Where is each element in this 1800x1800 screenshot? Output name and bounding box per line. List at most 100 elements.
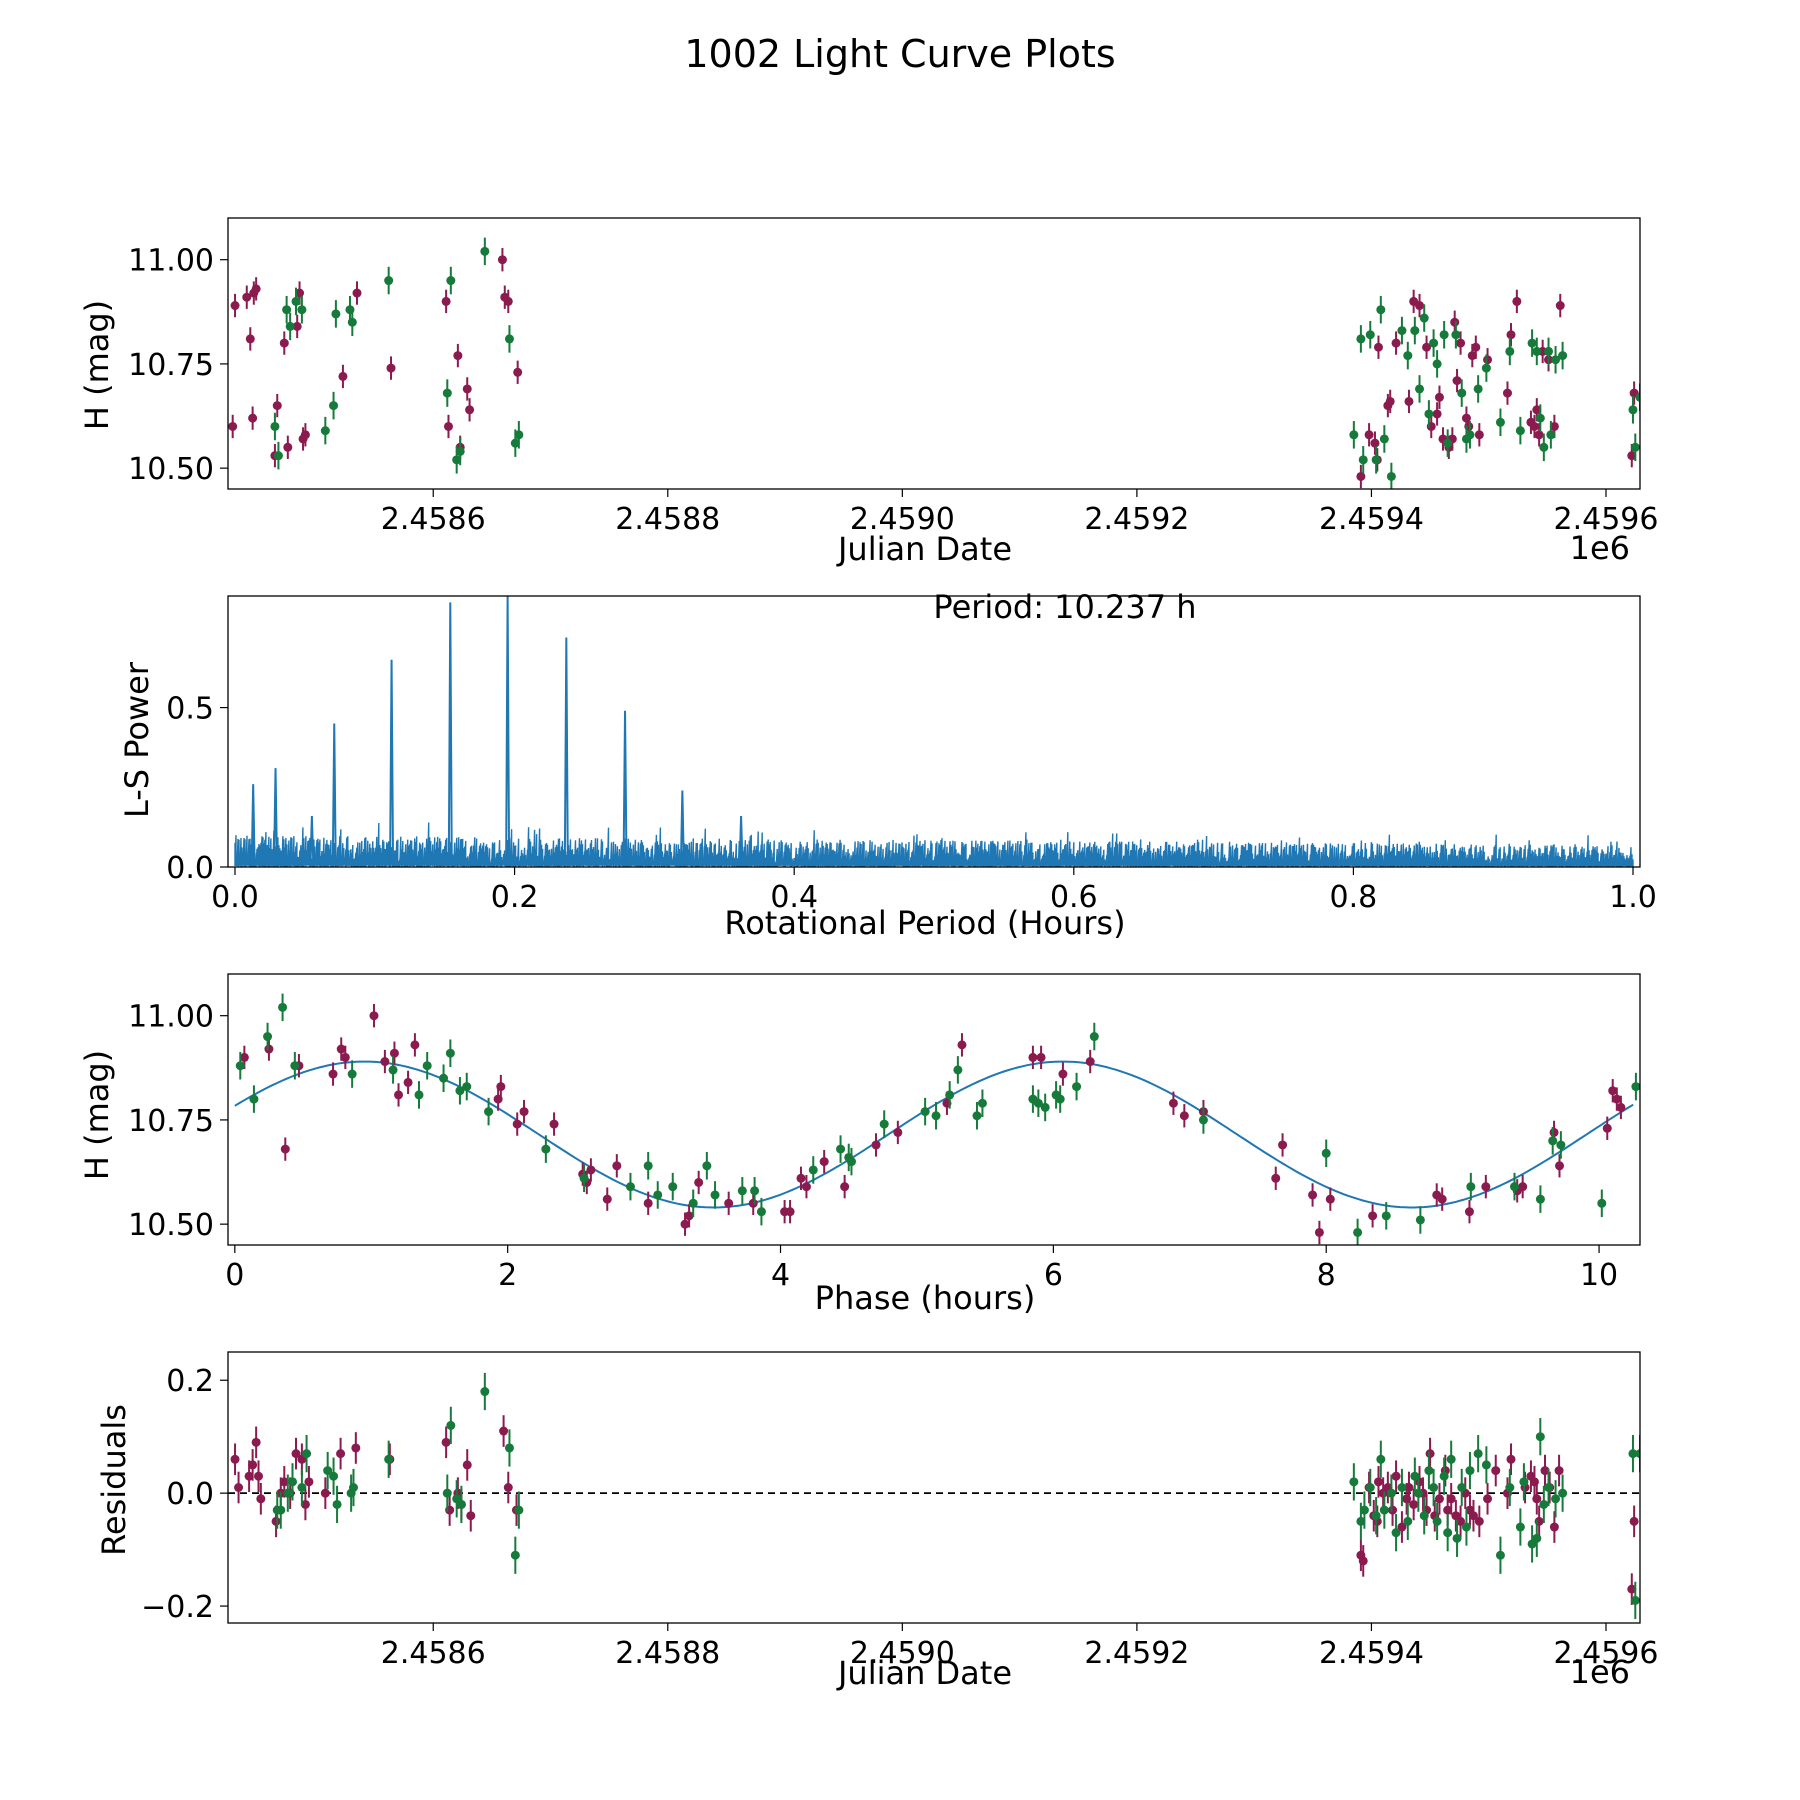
phased-point: [422, 1061, 432, 1071]
phased-point: [840, 1182, 850, 1192]
periodogram-peak: [505, 596, 511, 867]
phased-point: [694, 1177, 704, 1187]
phased-point: [737, 1186, 747, 1196]
residuals-point: [1365, 1483, 1375, 1492]
residuals-point: [1403, 1516, 1413, 1526]
phased-ytick-label: 10.75: [128, 1104, 214, 1139]
lightcurve-point: [1549, 421, 1559, 431]
residuals-point: [1481, 1460, 1491, 1470]
phased-point: [957, 1040, 967, 1050]
phased-point: [756, 1207, 766, 1217]
phased-point: [1321, 1148, 1331, 1158]
lightcurve-point: [1473, 384, 1483, 394]
phased-point: [1353, 1227, 1363, 1237]
phased-xtick-label: 0: [225, 1258, 244, 1293]
phased-point: [1556, 1140, 1566, 1150]
periodogram-peak: [679, 790, 685, 867]
phased-point: [414, 1090, 424, 1100]
phased-point: [1055, 1094, 1065, 1104]
periodogram-noise-line: [234, 822, 1634, 867]
lightcurve-point: [1529, 421, 1539, 431]
phased-xlabel: Phase (hours): [815, 1279, 1036, 1317]
lightcurve-point: [384, 276, 394, 286]
residuals-point: [1356, 1516, 1366, 1526]
residuals-point: [466, 1511, 476, 1521]
residuals-xtick-label: 2.4596: [1553, 1636, 1658, 1671]
lightcurve-series-green-band: [270, 237, 1640, 489]
lightcurve-point: [1443, 438, 1453, 448]
residuals-point: [1558, 1488, 1568, 1498]
phased-point: [1271, 1173, 1281, 1183]
phased-point: [643, 1161, 653, 1171]
phased-point: [1033, 1098, 1043, 1108]
phased-point: [278, 1002, 288, 1012]
phased-point: [702, 1161, 712, 1171]
phased-point: [1535, 1194, 1545, 1204]
lightcurve-point: [1373, 342, 1383, 352]
lightcurve-point: [245, 334, 255, 344]
lightcurve-xtick-label: 2.4586: [381, 502, 486, 537]
lightcurve-xtick-label: 2.4592: [1084, 502, 1189, 537]
periodogram-axes-frame: [227, 595, 1641, 868]
residuals-point: [1468, 1511, 1478, 1521]
residuals-plot-area: [228, 1372, 1640, 1620]
phased-point: [484, 1107, 494, 1117]
residuals-point: [1349, 1477, 1359, 1487]
phased-point: [462, 1082, 472, 1092]
phased-point: [1481, 1182, 1491, 1192]
phased-ytick-label: 10.50: [128, 1208, 214, 1243]
residuals-point: [1474, 1516, 1484, 1526]
periodogram-xtick-label: 0.4: [770, 880, 818, 915]
lightcurve-point: [1481, 363, 1491, 373]
lightcurve-point: [1506, 330, 1516, 340]
phased-point: [893, 1127, 903, 1137]
phased-point: [808, 1165, 818, 1175]
residuals-ytick-label: 0.0: [166, 1477, 214, 1512]
residuals-point: [514, 1505, 524, 1515]
phased-point: [519, 1107, 529, 1117]
residuals-xtick-label: 2.4592: [1084, 1636, 1189, 1671]
phased-point: [1040, 1102, 1050, 1112]
residuals-point: [329, 1471, 339, 1481]
lightcurve-point: [452, 455, 462, 465]
lightcurve-point: [1422, 342, 1432, 352]
lightcurve-point: [1512, 296, 1522, 306]
residuals-point: [1539, 1499, 1549, 1509]
phased-point: [1466, 1182, 1476, 1192]
phased-point: [1325, 1194, 1335, 1204]
residuals-point: [480, 1387, 490, 1397]
lightcurve-point: [504, 334, 514, 344]
lightcurve-point: [1628, 405, 1638, 415]
residuals-point: [1506, 1454, 1516, 1464]
residuals-point: [441, 1437, 451, 1447]
lightcurve-ylabel: H (mag): [78, 300, 116, 430]
phased-point: [394, 1090, 404, 1100]
residuals-point: [384, 1454, 394, 1464]
lightcurve-point: [1404, 396, 1414, 406]
residuals-point: [297, 1483, 307, 1492]
lightcurve-point: [273, 451, 283, 461]
lightcurve-point: [1376, 305, 1386, 315]
phased-point: [1179, 1111, 1189, 1121]
residuals-point: [1410, 1471, 1420, 1481]
phased-point: [249, 1094, 259, 1104]
lightcurve-point: [462, 384, 472, 394]
periodogram-peak: [738, 815, 744, 867]
lightcurve-point: [228, 421, 238, 431]
phased-point: [263, 1032, 273, 1042]
phased-point: [931, 1111, 941, 1121]
phased-point: [347, 1069, 357, 1079]
residuals-point: [1505, 1483, 1515, 1492]
lightcurve-series-red-band: [228, 248, 1639, 489]
residuals-point: [1397, 1522, 1407, 1532]
phased-point: [1602, 1123, 1612, 1133]
residuals-point: [446, 1420, 456, 1430]
residuals-point: [1456, 1516, 1466, 1526]
lightcurve-ytick-label: 10.50: [128, 452, 214, 487]
phased-point: [1597, 1198, 1607, 1208]
residuals-point: [351, 1443, 361, 1453]
lightcurve-point: [503, 296, 513, 306]
lightcurve-point: [443, 421, 453, 431]
lightcurve-point: [465, 405, 475, 415]
